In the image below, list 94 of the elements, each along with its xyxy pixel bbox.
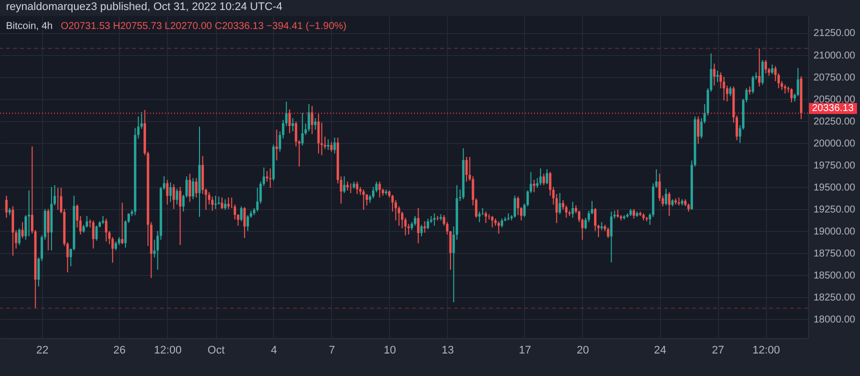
y-tick-label: 18750.00 [814, 248, 856, 260]
candlestick [195, 178, 198, 198]
y-tick-label: 19000.00 [814, 226, 856, 238]
candlestick [366, 193, 368, 206]
y-tick-label: 21000.00 [814, 50, 856, 62]
x-tick-label: 10 [384, 344, 396, 356]
candlestick [326, 138, 330, 150]
candlestick [240, 206, 243, 222]
candlestick [752, 75, 754, 94]
candlestick [729, 86, 732, 97]
y-tick-label: 18250.00 [814, 292, 856, 304]
ref-line-label: 20336.13 [809, 102, 857, 114]
candlestick [378, 181, 381, 198]
y-tick-label: 20000.00 [814, 138, 856, 150]
candlestick [192, 178, 194, 200]
candlestick [47, 208, 50, 251]
candlestick [350, 182, 352, 194]
candlestick [761, 60, 764, 86]
candlestick [713, 63, 716, 86]
candlestick [572, 201, 574, 218]
candlestick [484, 211, 488, 224]
candlestick [227, 196, 230, 210]
candlestick [104, 218, 108, 242]
y-tick-label: 18500.00 [814, 270, 856, 282]
y-tick-label: 19750.00 [814, 160, 856, 172]
x-tick-label: 27 [712, 344, 724, 356]
candlestick [12, 206, 14, 256]
candlestick [417, 208, 420, 244]
candlestick [214, 195, 217, 210]
candlestick [121, 202, 124, 245]
candlestick [632, 208, 636, 220]
candlestick [288, 108, 291, 134]
candlestick [558, 192, 562, 215]
candlestick [433, 212, 436, 226]
candlestick [276, 129, 278, 161]
candlestick [301, 112, 304, 146]
candlestick [269, 168, 272, 188]
candlestick [764, 60, 767, 74]
candlestick [668, 192, 670, 216]
candlestick [92, 220, 95, 250]
candlestick [178, 186, 182, 246]
y-tick-label: 20250.00 [814, 116, 856, 128]
x-tick-label: 13 [442, 344, 454, 356]
candlestick [330, 141, 333, 152]
candlestick [333, 137, 336, 154]
candlestick [491, 215, 494, 228]
x-tick-label: 24 [654, 344, 666, 356]
candlestick [697, 116, 700, 144]
chart-title: Bitcoin, 4h [6, 21, 53, 32]
candlestick [514, 195, 516, 218]
y-tick-label: 20750.00 [814, 72, 856, 84]
x-tick-label: Oct [208, 344, 225, 356]
candlestick [478, 211, 481, 223]
candlestick [188, 173, 192, 202]
candlestick [362, 189, 365, 210]
candlestick [758, 48, 761, 87]
candlestick [224, 198, 226, 210]
candlestick [542, 173, 545, 186]
x-tick-label: 20 [576, 344, 589, 356]
candlestick [606, 226, 610, 239]
y-tick-label: 20500.00 [814, 94, 856, 106]
candlestick [292, 118, 294, 132]
y-tick-label: 19250.00 [814, 204, 856, 216]
y-tick-label: 19500.00 [814, 182, 856, 194]
y-tick-label: 18000.00 [814, 314, 856, 326]
candlestick [211, 196, 214, 212]
x-tick-label: 26 [113, 344, 126, 356]
candlestick [310, 105, 314, 135]
candlestick [722, 76, 726, 102]
annotation: O20731.53 H20755.73 L20270.00 C20336.13 −394.41 (−1.90%) [60, 21, 346, 32]
candlestick [246, 214, 249, 232]
x-tick-label: 7 [328, 344, 335, 356]
candlestick [426, 218, 430, 230]
candlestick [610, 211, 613, 263]
candlestick [166, 179, 169, 206]
candlestick [172, 184, 175, 210]
candlestick [314, 118, 317, 130]
candlestick [356, 181, 358, 194]
candlestick [343, 176, 346, 194]
x-tick-label: 12:00 [154, 344, 182, 356]
candlestick [18, 228, 21, 246]
x-tick-label: 22 [36, 344, 48, 356]
x-tick-label: 17 [518, 344, 532, 356]
candlestick [414, 215, 416, 226]
candlestick [308, 104, 310, 132]
y-tick-label: 21250.00 [814, 28, 856, 40]
candlestick [771, 64, 774, 75]
text: reynaldomarquez3 published, Oct 31, 2022 10:24 UTC-4 [6, 1, 282, 13]
x-tick-label: 4 [270, 344, 278, 356]
candlestick [498, 220, 500, 234]
candlestick [5, 195, 8, 218]
candlestick [424, 220, 426, 234]
x-tick-label: 12:00 [752, 344, 780, 356]
candlestick [532, 179, 536, 193]
